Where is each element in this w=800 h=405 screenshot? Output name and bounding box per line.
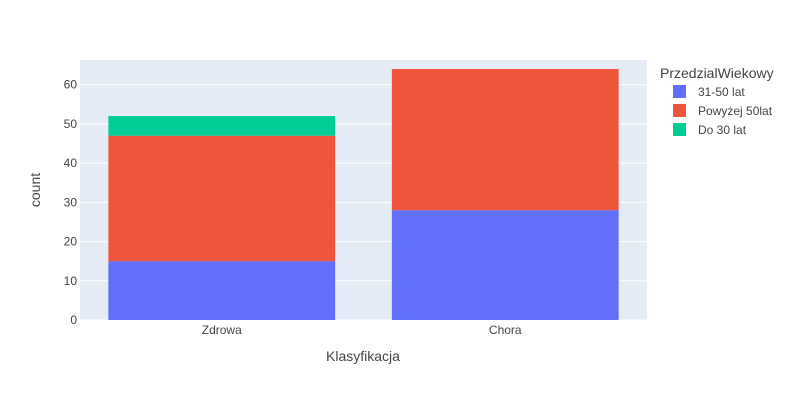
y-tick-label: 20 — [64, 235, 78, 249]
x-tick-label: Chora — [489, 323, 522, 337]
x-axis-title: Klasyfikacja — [326, 348, 400, 364]
x-axis-ticks: Zdrowa Chora — [202, 323, 522, 337]
bar-segment[interactable] — [391, 210, 619, 320]
legend-title: PrzedzialWiekowy — [660, 65, 774, 81]
y-axis-ticks: 0 10 20 30 40 50 60 — [64, 78, 78, 327]
y-tick-label: 30 — [64, 195, 78, 209]
legend-label: 31-50 lat — [698, 85, 745, 99]
legend-label: Do 30 lat — [698, 123, 747, 137]
y-tick-label: 50 — [64, 117, 78, 131]
legend-label: Powyżej 50lat — [698, 104, 773, 118]
legend[interactable]: 31-50 lat Powyżej 50lat Do 30 lat — [673, 85, 773, 137]
x-tick-label: Zdrowa — [202, 323, 242, 337]
bar-segment[interactable] — [108, 261, 336, 320]
bar-segment[interactable] — [391, 69, 619, 211]
y-tick-label: 60 — [64, 78, 78, 92]
y-tick-label: 40 — [64, 156, 78, 170]
bar-segment[interactable] — [108, 116, 336, 136]
legend-swatch — [673, 104, 686, 117]
y-axis-title: count — [27, 173, 43, 207]
legend-swatch — [673, 85, 686, 98]
legend-swatch — [673, 123, 686, 136]
y-tick-label: 0 — [70, 313, 77, 327]
bars — [108, 69, 619, 320]
bar-segment[interactable] — [108, 135, 336, 262]
y-tick-label: 10 — [64, 274, 78, 288]
